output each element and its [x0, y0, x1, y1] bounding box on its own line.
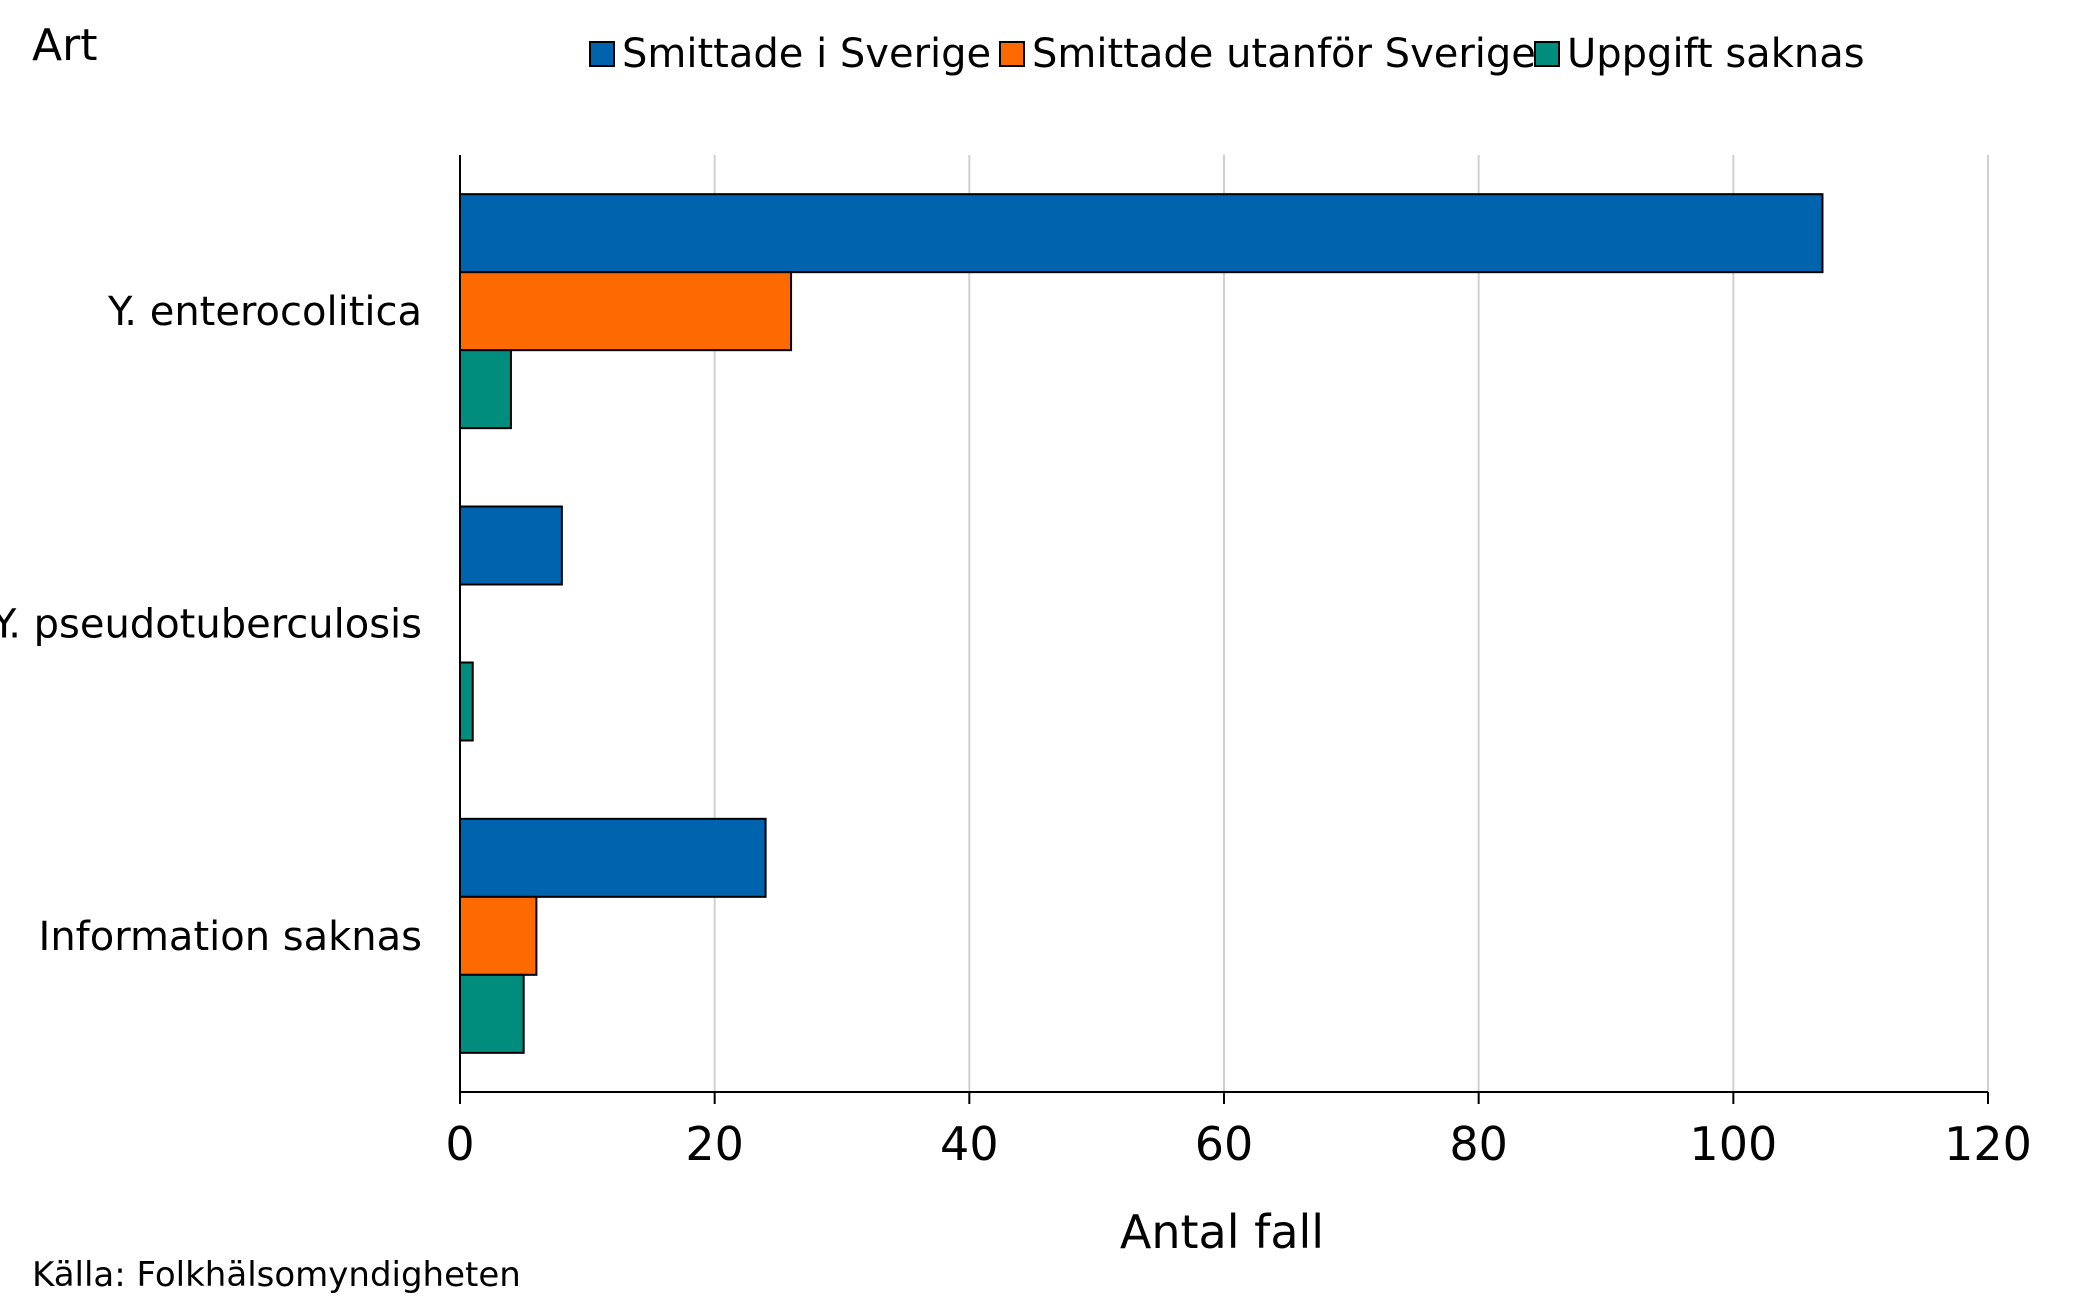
- bar-uppgift-saknas: [459, 973, 525, 1054]
- category-labels: Y. enterocolitica Y. pseudotuberculosis In…: [0, 289, 422, 960]
- x-tick-label: 60: [1195, 1117, 1254, 1171]
- legend-swatch: [589, 41, 615, 67]
- legend-label: Smittade utanför Sverige: [1032, 31, 1536, 77]
- bar-smittade-utanf-r-sverige: [459, 271, 793, 352]
- legend-swatch: [1534, 41, 1560, 67]
- category-label: Information saknas: [39, 914, 422, 960]
- bar-smittade-utanf-r-sverige: [459, 895, 538, 976]
- x-tick-label: 100: [1689, 1117, 1777, 1171]
- x-tick-label: 80: [1449, 1117, 1508, 1171]
- legend-label: Uppgift saknas: [1567, 31, 1865, 77]
- x-tick-label: 40: [940, 1117, 999, 1171]
- legend-swatch: [999, 41, 1025, 67]
- y-axis-title: Art: [32, 20, 97, 71]
- legend-label: Smittade i Sverige: [622, 31, 991, 77]
- bar-smittade-i-sverige: [459, 817, 767, 898]
- x-tick-label: 0: [445, 1117, 474, 1171]
- category-label: Y. enterocolitica: [107, 289, 422, 335]
- legend: Smittade i Sverige Smittade utanför Sveri…: [589, 31, 1865, 77]
- source-note: Källa: Folkhälsomyndigheten: [32, 1255, 521, 1295]
- axes: [459, 155, 1989, 1104]
- category-label: Y. pseudotuberculosis: [0, 602, 422, 648]
- bar-uppgift-saknas: [459, 349, 512, 430]
- bar-smittade-i-sverige: [459, 505, 563, 586]
- bars: [459, 193, 1824, 1054]
- x-tick-labels: 0 20 40 60 80 100 120: [445, 1117, 2032, 1171]
- x-tick-label: 20: [685, 1117, 744, 1171]
- x-axis-title: Antal fall: [1120, 1205, 1324, 1259]
- gridlines: [713, 155, 1989, 1092]
- x-tick-label: 120: [1944, 1117, 2032, 1171]
- bar-smittade-i-sverige: [459, 193, 1824, 274]
- bar-uppgift-saknas: [459, 661, 474, 742]
